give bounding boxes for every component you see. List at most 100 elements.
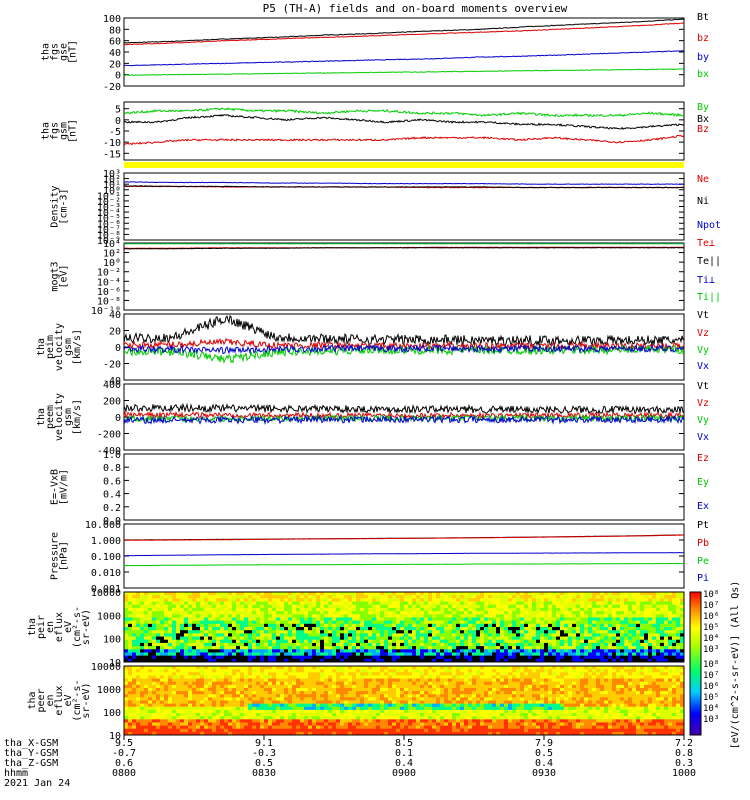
spectrogram-cell (372, 675, 377, 679)
spectrogram-cell (408, 725, 413, 730)
spectrogram-cell (436, 623, 441, 628)
spectrogram-cell (152, 636, 157, 641)
spectrogram-cell (504, 633, 509, 637)
spectrogram-cell (400, 684, 405, 689)
spectrogram-cell (248, 658, 253, 663)
spectrogram-cell (256, 636, 261, 641)
spectrogram-cell (488, 658, 493, 663)
spectrogram-cell (312, 719, 317, 723)
spectrogram-cell (128, 700, 133, 704)
spectrogram-cell (572, 592, 577, 596)
spectrogram-cell (140, 630, 145, 634)
spectrogram-cell (256, 713, 261, 717)
spectrogram-cell (228, 672, 233, 676)
spectrogram-cell (292, 636, 297, 641)
spectrogram-cell (388, 669, 393, 673)
spectrogram-cell (548, 646, 553, 650)
spectrogram-cell (600, 652, 605, 656)
spectrogram-cell (332, 728, 337, 733)
spectrogram-cell (520, 604, 525, 609)
spectrogram-cell (264, 694, 269, 698)
spectrogram-cell (436, 592, 441, 596)
spectrogram-cell (164, 592, 169, 596)
spectrogram-cell (504, 598, 509, 602)
y-tick-label: 10⁰ (103, 186, 121, 197)
spectrogram-cell (252, 623, 257, 628)
spectrogram-cell (580, 639, 585, 644)
spectrogram-cell (408, 620, 413, 625)
spectrogram-cell (400, 703, 405, 708)
spectrogram-cell (456, 652, 461, 656)
spectrogram-cell (236, 691, 241, 695)
spectrogram-cell (548, 614, 553, 618)
spectrogram-cell (396, 681, 401, 686)
spectrogram-cell (368, 652, 373, 656)
spectrogram-cell (416, 639, 421, 644)
spectrogram-cell (208, 716, 213, 720)
spectrogram-cell (208, 658, 213, 663)
spectrogram-cell (152, 601, 157, 606)
spectrogram-cell (652, 646, 657, 650)
spectrogram-cell (452, 642, 457, 647)
spectrogram-cell (136, 697, 141, 701)
spectrogram-cell (164, 614, 169, 618)
spectrogram-cell (284, 623, 289, 628)
spectrogram-cell (204, 623, 209, 628)
spectrogram-cell (412, 719, 417, 723)
spectrogram-cell (164, 672, 169, 676)
spectrogram-cell (272, 675, 277, 679)
spectrogram-cell (348, 630, 353, 634)
spectrogram-cell (148, 725, 153, 730)
spectrogram-cell (608, 592, 613, 596)
spectrogram-cell (232, 611, 237, 615)
spectrogram-cell (304, 722, 309, 726)
spectrogram-cell (276, 719, 281, 723)
spectrogram-cell (184, 655, 189, 660)
y-tick-label: 10 (109, 731, 121, 742)
spectrogram-cell (176, 666, 181, 670)
spectrogram-cell (160, 709, 165, 714)
spectrogram-cell (204, 617, 209, 621)
spectrogram-cell (576, 658, 581, 663)
spectrogram-cell (164, 709, 169, 714)
spectrogram-cell (164, 666, 169, 670)
spectrogram-cell (224, 666, 229, 670)
spectrogram-cell (568, 601, 573, 606)
spectrogram-cell (204, 627, 209, 631)
spectrogram-cell (476, 639, 481, 644)
spectrogram-cell (448, 646, 453, 650)
spectrogram-cell (248, 678, 253, 682)
spectrogram-cell (356, 617, 361, 621)
spectrogram-cell (184, 620, 189, 625)
spectrogram-cell (596, 633, 601, 637)
spectrogram-cell (124, 691, 129, 695)
legend-bz: bz (697, 33, 709, 44)
legend-bx: bx (697, 69, 709, 80)
spectrogram-cell (528, 592, 533, 596)
spectrogram-cell (188, 681, 193, 686)
spectrogram-cell (308, 633, 313, 637)
spectrogram-cell (132, 604, 137, 609)
spectrogram-cell (436, 627, 441, 631)
spectrogram-cell (476, 601, 481, 606)
spectrogram-cell (344, 687, 349, 692)
spectrogram-cell (616, 592, 621, 596)
spectrogram-cell (168, 623, 173, 628)
spectrogram-cell (400, 592, 405, 596)
spectrogram-cell (312, 630, 317, 634)
spectrogram-cell (496, 614, 501, 618)
spectrogram-cell (200, 691, 205, 695)
spectrogram-cell (336, 636, 341, 641)
spectrogram-cell (548, 595, 553, 599)
spectrogram-cell (408, 627, 413, 631)
spectrogram-cell (676, 646, 681, 650)
y-axis-label: en (45, 694, 56, 706)
spectrogram-cell (360, 614, 365, 618)
spectrogram-cell (304, 669, 309, 673)
spectrogram-cell (312, 700, 317, 704)
spectrogram-cell (412, 601, 417, 606)
spectrogram-cell (356, 678, 361, 682)
spectrogram-cell (200, 617, 205, 621)
spectrogram-cell (224, 672, 229, 676)
spectrogram-cell (248, 684, 253, 689)
